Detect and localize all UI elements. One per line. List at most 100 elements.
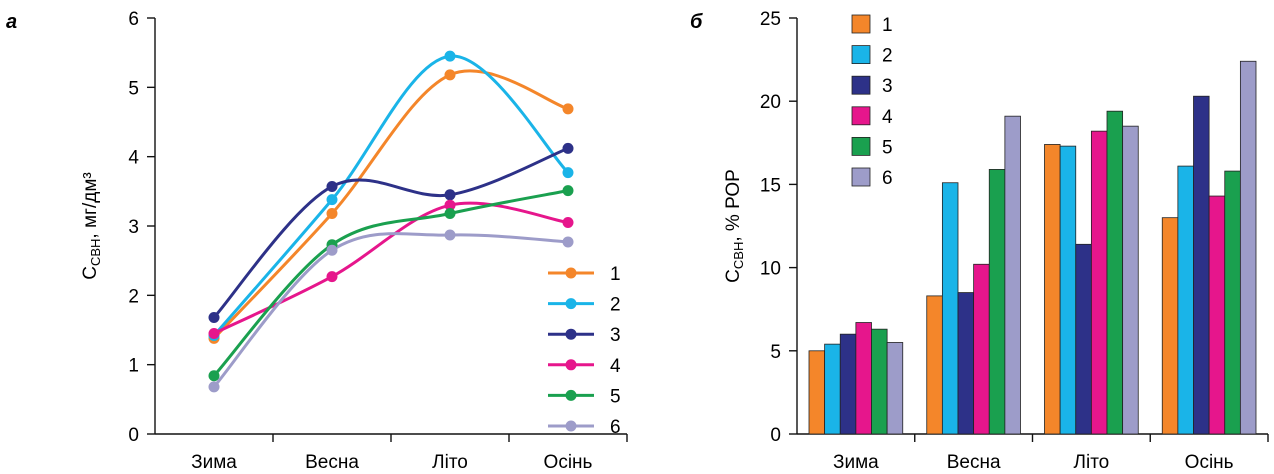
data-point [562,217,574,229]
legend-swatch [851,45,871,64]
y-axis-title-main: C [80,266,101,280]
data-point [326,180,338,192]
series-line [212,146,569,319]
data-point [444,208,456,220]
legend-marker [565,328,577,340]
legend-a: 1 2 3 4 5 6 [548,264,621,438]
legend-swatch [851,136,871,156]
legend-label: 4 [882,107,893,128]
legend-swatch [851,75,871,95]
bar [1177,165,1194,435]
y-tick-label: 1 [128,356,139,377]
data-point [326,244,338,256]
y-axis-title-b: CСВН, % РОР [723,169,746,283]
data-point [208,312,220,324]
data-point [326,208,338,220]
bar [973,263,990,435]
x-tick-label: Осінь [544,452,593,473]
series-line [213,201,569,335]
x-tick-label: Весна [947,452,1001,473]
y-tick-label: 10 [760,259,781,280]
bar [1161,217,1179,435]
legend-label: 2 [610,295,621,316]
bar [926,295,943,435]
x-tick-label: Весна [305,452,359,473]
legend-label: 5 [610,386,621,407]
bar [824,343,841,435]
line-chart-panel: а CСВН, мг/дм³ 0 1 2 3 4 5 6 Зима Весна Літо Осінь… [6,9,628,473]
series-line [212,54,570,337]
legend-marker [565,298,577,310]
y-axis-title-sub: СВН [88,239,103,266]
y-tick-label: 5 [770,342,781,363]
y-tick-label: 3 [128,217,139,238]
data-point [562,103,574,115]
legend-marker [565,359,577,371]
bars-b [808,60,1257,435]
bar [957,292,975,435]
x-tick-label: Літо [432,452,468,473]
bar [941,182,959,435]
x-tick-label: Осінь [1185,452,1234,473]
bar [1208,195,1226,435]
y-axis-title-rest: , мг/дм³ [80,172,101,238]
bar [839,333,857,435]
legend-label: 3 [610,325,621,346]
data-point [562,236,574,248]
legend-swatch [851,14,871,34]
y-tick-label: 6 [128,9,139,30]
legend-marker [565,389,577,401]
data-point [326,194,338,206]
legend-marker [565,267,577,279]
series-line [212,232,569,388]
legend-label: 6 [610,417,621,438]
bar [1122,125,1139,435]
data-point [208,381,220,393]
bar [855,322,872,435]
bar [886,342,904,435]
y-tick-label: 2 [128,286,139,307]
legend-b: 1 2 3 4 5 6 [851,14,893,189]
series-line [212,189,569,377]
y-axis-title-main: C [723,269,744,283]
data-point [562,142,574,154]
bar [808,350,826,435]
x-tick-label: Зима [833,452,879,473]
legend-marker [565,420,577,432]
bar [1224,170,1241,435]
legend-label: 1 [610,264,621,285]
panel-letter-b: б [690,11,703,33]
y-tick-label: 15 [760,175,781,196]
bar [1106,110,1124,435]
y-axis-title-sub: СВН [731,242,746,269]
data-point [444,50,456,62]
bar [1004,115,1021,435]
y-tick-label: 5 [128,78,139,99]
legend-label: 3 [882,76,893,97]
bar [1090,130,1108,435]
bar [1044,144,1061,435]
y-tick-label: 20 [760,92,781,113]
series-line [212,69,569,340]
y-tick-label: 0 [128,425,139,446]
y-tick-label: 25 [760,9,781,30]
y-axis-title-a: CСВН, мг/дм³ [80,172,103,280]
bar [1239,60,1257,435]
legend-label: 4 [610,356,621,377]
y-tick-label: 4 [128,148,139,169]
legend-swatch [851,167,871,187]
data-point [444,69,456,81]
panel-letter-a: а [6,11,17,33]
axes-a: 0 1 2 3 4 5 6 Зима Весна Літо Осінь [128,9,628,473]
bar [1075,243,1092,435]
bar [871,328,888,435]
series-points-a [208,50,574,393]
y-axis-title-rest: , % РОР [723,169,744,241]
data-point [562,167,574,179]
bar [1059,145,1077,435]
data-point [208,370,220,382]
legend-label: 2 [882,46,893,67]
legend-label: 5 [882,137,893,158]
